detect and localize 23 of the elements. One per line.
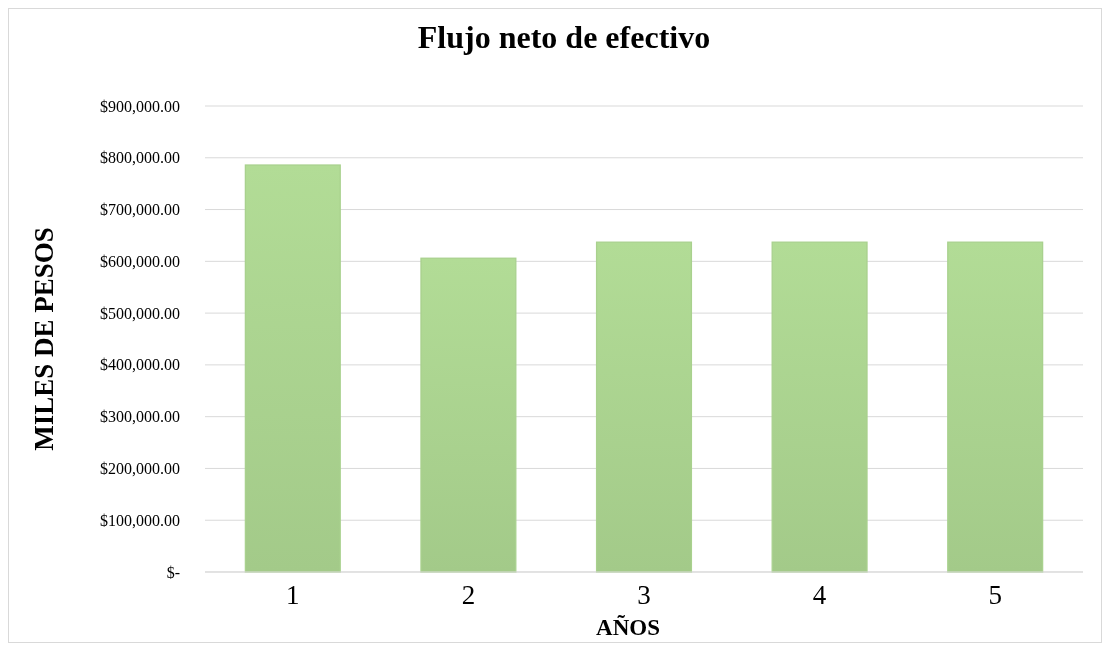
y-tick-label: $800,000.00	[100, 149, 180, 167]
x-tick-label: 2	[461, 580, 476, 610]
bar	[420, 257, 517, 573]
y-tick-label: $600,000.00	[100, 252, 180, 270]
y-tick-label: $300,000.00	[100, 408, 180, 426]
y-axis-title: MILES DE PESOS	[29, 227, 59, 451]
x-tick-label: 3	[637, 580, 651, 610]
y-tick-label: $200,000.00	[100, 460, 180, 478]
chart-title: Flujo neto de efectivo	[417, 19, 711, 55]
x-tick-label: 1	[286, 580, 300, 610]
bar	[595, 241, 693, 573]
bar	[771, 241, 868, 573]
bar	[244, 164, 341, 573]
y-tick-label: $900,000.00	[100, 97, 180, 115]
y-tick-label: $400,000.00	[100, 356, 180, 374]
y-tick-label: $500,000.00	[100, 304, 180, 322]
bar	[947, 241, 1044, 573]
x-tick-label: 4	[812, 580, 827, 610]
y-tick-label: $-	[166, 563, 180, 581]
x-axis-title: AÑOS	[596, 615, 660, 640]
y-tick-label: $100,000.00	[100, 511, 180, 529]
x-tick-label: 5	[988, 580, 1002, 610]
y-tick-label: $700,000.00	[100, 201, 180, 219]
